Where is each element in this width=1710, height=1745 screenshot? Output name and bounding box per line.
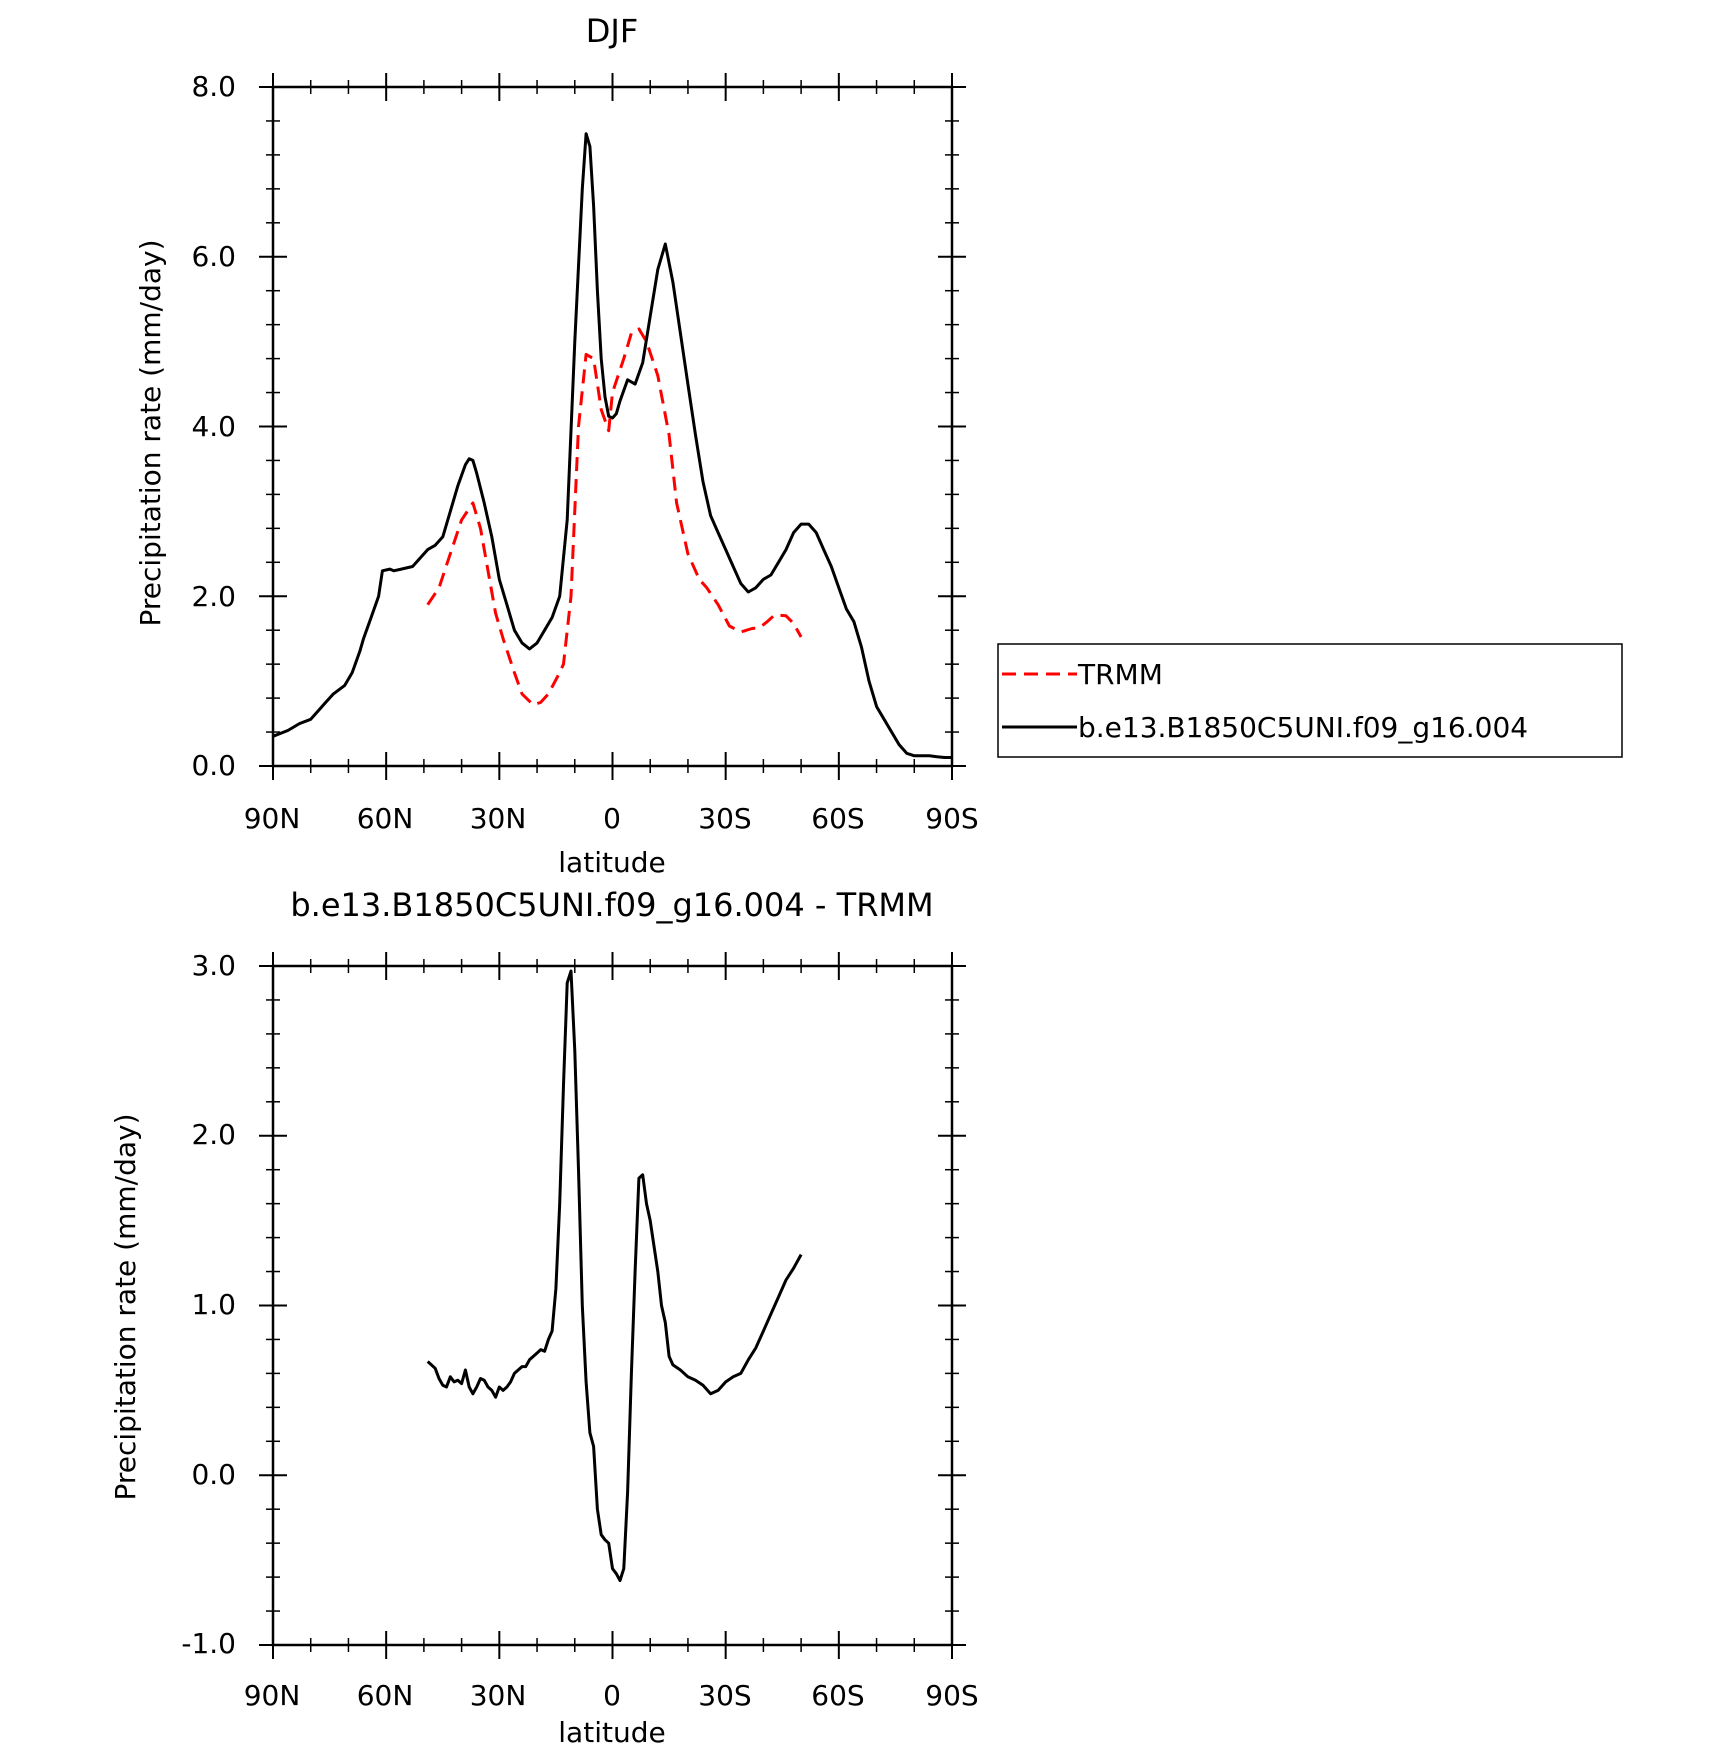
y-tick-label: 2.0: [191, 1118, 236, 1151]
y-tick-labels: 3.0 2.0 1.0 0.0 -1.0: [181, 949, 236, 1660]
legend-label-model: b.e13.B1850C5UNI.f09_g16.004: [1078, 711, 1528, 744]
y-axis-label: Precipitation rate (mm/day): [134, 239, 167, 626]
chart-title: b.e13.B1850C5UNI.f09_g16.004 - TRMM: [290, 886, 933, 924]
x-tick-label: 90N: [244, 1679, 301, 1712]
y-tick-label: 1.0: [191, 1288, 236, 1321]
x-tick-label: 30N: [470, 1679, 527, 1712]
y-tick-label: 0.0: [191, 1458, 236, 1491]
x-tick-label: 90N: [244, 802, 301, 835]
plot-area: [272, 132, 952, 759]
x-tick-label: 30S: [698, 802, 751, 835]
y-tick-label: 2.0: [191, 580, 236, 613]
x-tick-label: 30N: [470, 802, 527, 835]
x-tick-labels: 90N 60N 30N 0 30S 60S 90S: [244, 802, 979, 835]
series-line-model: [426, 969, 803, 1582]
series-line-trmm: [426, 327, 803, 707]
plot-area: [426, 969, 803, 1582]
x-tick-label: 60S: [811, 1679, 864, 1712]
y-tick-labels: 8.0 6.0 4.0 2.0 0.0: [191, 70, 236, 782]
axis-ticks: [259, 952, 966, 1659]
plot-frame: [271, 85, 954, 768]
y-tick-label: 8.0: [191, 70, 236, 103]
x-axis-label: latitude: [558, 846, 665, 879]
x-tick-label: 0: [603, 1679, 621, 1712]
y-tick-label: 6.0: [191, 240, 236, 273]
plot-frame: [271, 964, 954, 1647]
y-axis-label: Precipitation rate (mm/day): [109, 1113, 142, 1500]
axis-ticks: [259, 73, 966, 780]
x-tick-label: 90S: [925, 1679, 978, 1712]
x-tick-label: 60S: [811, 802, 864, 835]
x-tick-label: 60N: [357, 802, 414, 835]
legend: TRMM b.e13.B1850C5UNI.f09_g16.004: [997, 643, 1623, 758]
x-tick-label: 0: [603, 802, 621, 835]
y-tick-label: 4.0: [191, 410, 236, 443]
series-line-model: [272, 132, 952, 759]
chart-title: DJF: [586, 12, 638, 50]
x-tick-label: 90S: [925, 802, 978, 835]
y-tick-label: -1.0: [181, 1627, 236, 1660]
x-tick-labels: 90N 60N 30N 0 30S 60S 90S: [244, 1679, 979, 1712]
x-tick-label: 30S: [698, 1679, 751, 1712]
legend-box: [997, 643, 1623, 758]
x-tick-label: 60N: [357, 1679, 414, 1712]
y-tick-label: 3.0: [191, 949, 236, 982]
panel-difference: b.e13.B1850C5UNI.f09_g16.004 - TRMM 3.0 …: [109, 886, 979, 1745]
x-axis-label: latitude: [558, 1716, 665, 1745]
panel-djf: DJF 8.0 6.0 4.0 2.0 0.0 90N 60N 30N 0 30…: [134, 12, 1623, 879]
legend-label-trmm: TRMM: [1077, 658, 1163, 691]
y-tick-label: 0.0: [191, 749, 236, 782]
